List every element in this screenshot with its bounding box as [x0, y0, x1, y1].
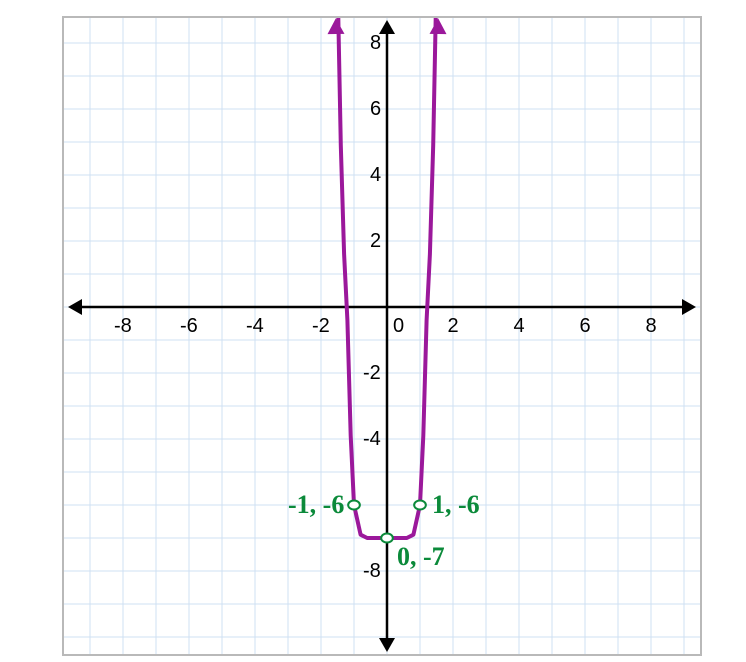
y-tick-label: 8 — [370, 32, 381, 55]
x-tick-label: -6 — [180, 315, 198, 338]
x-tick-label: -8 — [114, 315, 132, 338]
y-tick-label: 6 — [370, 98, 381, 121]
x-tick-label: -2 — [312, 315, 330, 338]
x-tick-label: -4 — [246, 315, 264, 338]
y-tick-label: 4 — [370, 164, 381, 187]
point-label: -1, -6 — [288, 490, 344, 520]
y-tick-label: -8 — [363, 560, 381, 583]
origin-label: 0 — [393, 315, 404, 338]
x-tick-label: 6 — [580, 315, 591, 338]
x-tick-label: 4 — [514, 315, 525, 338]
point-label: 1, -6 — [432, 490, 480, 520]
x-tick-label: 8 — [646, 315, 657, 338]
point-label: 0, -7 — [397, 542, 445, 572]
chart-container: -8 -6 -4 -2 2 4 6 8 8 6 4 2 -2 -4 -8 0 -1, -6 1, -6 0, -7 — [0, 0, 746, 662]
y-tick-label: 2 — [370, 230, 381, 253]
plot-border — [62, 16, 702, 656]
x-tick-label: 2 — [448, 315, 459, 338]
y-tick-label: -4 — [363, 428, 381, 451]
y-tick-label: -2 — [363, 362, 381, 385]
